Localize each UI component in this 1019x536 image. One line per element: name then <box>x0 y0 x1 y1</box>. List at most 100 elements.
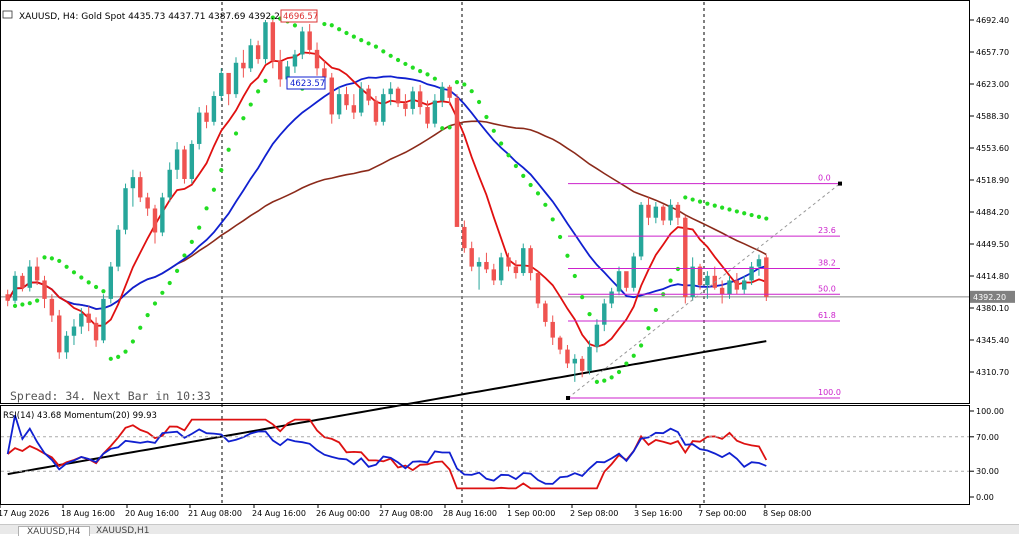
psar-dot <box>513 163 518 169</box>
psar-dot <box>683 195 688 200</box>
candle-body <box>373 100 379 122</box>
psar-dot <box>145 313 150 318</box>
psar-dot <box>587 311 592 317</box>
candle-body <box>42 280 47 299</box>
fib-trendline <box>567 183 841 399</box>
psar-dot <box>565 253 570 258</box>
fib-anchor-low <box>566 396 570 400</box>
candle-body <box>719 287 725 295</box>
psar-dot <box>211 187 217 192</box>
psar-dot <box>653 307 658 313</box>
psar-dot <box>167 280 172 286</box>
rsi-line <box>6 415 767 485</box>
low-marker-box <box>286 76 326 90</box>
chart-tabs: XAUUSD,H4 XAUUSD,H1 <box>0 524 1019 536</box>
psar-dot <box>727 207 732 212</box>
psar-dot <box>388 53 393 58</box>
candle-body <box>425 107 430 124</box>
candle-body <box>86 313 91 323</box>
price-tick-label: 4310.70 <box>976 368 1009 377</box>
candle-body <box>609 291 614 304</box>
candle-body <box>572 358 578 364</box>
fib-level-label: 0.0 <box>818 174 831 183</box>
candle-body <box>93 322 99 341</box>
ma-fast-line <box>6 51 767 348</box>
psar-dot <box>432 76 437 81</box>
psar-dot <box>42 255 47 260</box>
candle-body <box>241 62 246 69</box>
fibonacci-retracement: 0.0 23.6 38.2 50.0 61.8 100.0 <box>566 174 842 400</box>
candle-body <box>557 337 563 350</box>
psar-dot <box>418 69 423 74</box>
candle-body <box>189 143 195 179</box>
tab-xauusd-h4[interactable]: XAUUSD,H4 <box>18 526 90 536</box>
tab-xauusd-h1[interactable]: XAUUSD,H1 <box>96 526 150 535</box>
psar-dot <box>476 99 482 105</box>
price-tick-label: 4414.80 <box>976 272 1009 281</box>
fib-anchor-high <box>838 181 842 186</box>
time-tick-label: 17 Aug 2026 <box>0 509 49 518</box>
candle-body <box>138 177 143 198</box>
candle-body <box>498 257 504 281</box>
rsi-momentum-lines <box>6 415 768 490</box>
psar-dot <box>712 203 717 208</box>
candle-body <box>432 100 438 124</box>
fib-level-label: 38.2 <box>818 258 836 267</box>
candle-body <box>167 169 172 198</box>
psar-dot <box>27 301 32 306</box>
psar-dot <box>123 349 128 354</box>
candle-body <box>528 248 533 274</box>
candle-body <box>579 358 585 371</box>
candle-body <box>174 149 180 170</box>
psar-dot <box>403 61 408 67</box>
candle-body <box>219 72 224 96</box>
candle-body <box>697 266 703 286</box>
candle-body <box>285 66 290 80</box>
candle-body <box>638 204 644 257</box>
psar-dot <box>521 173 526 178</box>
candle-body <box>521 248 526 274</box>
price-tick-label: 4518.90 <box>976 176 1009 185</box>
indicator-pane[interactable] <box>0 405 970 505</box>
candle-body <box>336 94 342 115</box>
current-price-badge <box>970 290 1015 303</box>
psar-dot <box>49 256 54 261</box>
main-pane[interactable] <box>0 0 970 404</box>
psar-dot <box>20 302 25 307</box>
candle-body <box>351 105 357 113</box>
time-tick-label: 26 Aug 00:00 <box>316 509 370 518</box>
psar-dot <box>506 153 511 158</box>
candle-body <box>20 275 25 288</box>
psar-dot <box>580 295 585 300</box>
candle-body <box>764 257 769 297</box>
candle-body <box>491 269 497 281</box>
candle-body <box>454 97 460 227</box>
psar-dot <box>116 354 121 359</box>
time-tick-label: 24 Aug 16:00 <box>252 509 306 518</box>
symbol-info: XAUUSD, H4: Gold Spot 4435.73 4437.71 43… <box>19 12 286 22</box>
candle-body <box>616 271 622 292</box>
candle-body <box>624 271 629 288</box>
candle-body <box>130 177 136 189</box>
candle-body <box>476 261 482 267</box>
fib-level-label: 100.0 <box>818 388 841 397</box>
time-tick-label: 3 Sep 16:00 <box>634 509 682 518</box>
price-tick-label: 4623.00 <box>976 80 1009 89</box>
candle-body <box>602 303 607 325</box>
psar-dot <box>616 369 622 375</box>
psar-dot <box>705 201 710 206</box>
candle-body <box>462 226 467 249</box>
psar-dot <box>93 284 99 290</box>
candle-body <box>248 45 253 69</box>
candle-body <box>314 49 320 69</box>
psar-dot <box>749 212 754 218</box>
psar-dot <box>410 65 415 70</box>
candle-body <box>329 77 334 115</box>
psar-dot <box>572 273 577 279</box>
candle-body <box>705 275 710 286</box>
candle-body <box>233 62 239 95</box>
psar-dot <box>742 211 747 216</box>
time-tick-label: 27 Aug 08:00 <box>379 509 433 518</box>
candle-body <box>226 72 231 95</box>
